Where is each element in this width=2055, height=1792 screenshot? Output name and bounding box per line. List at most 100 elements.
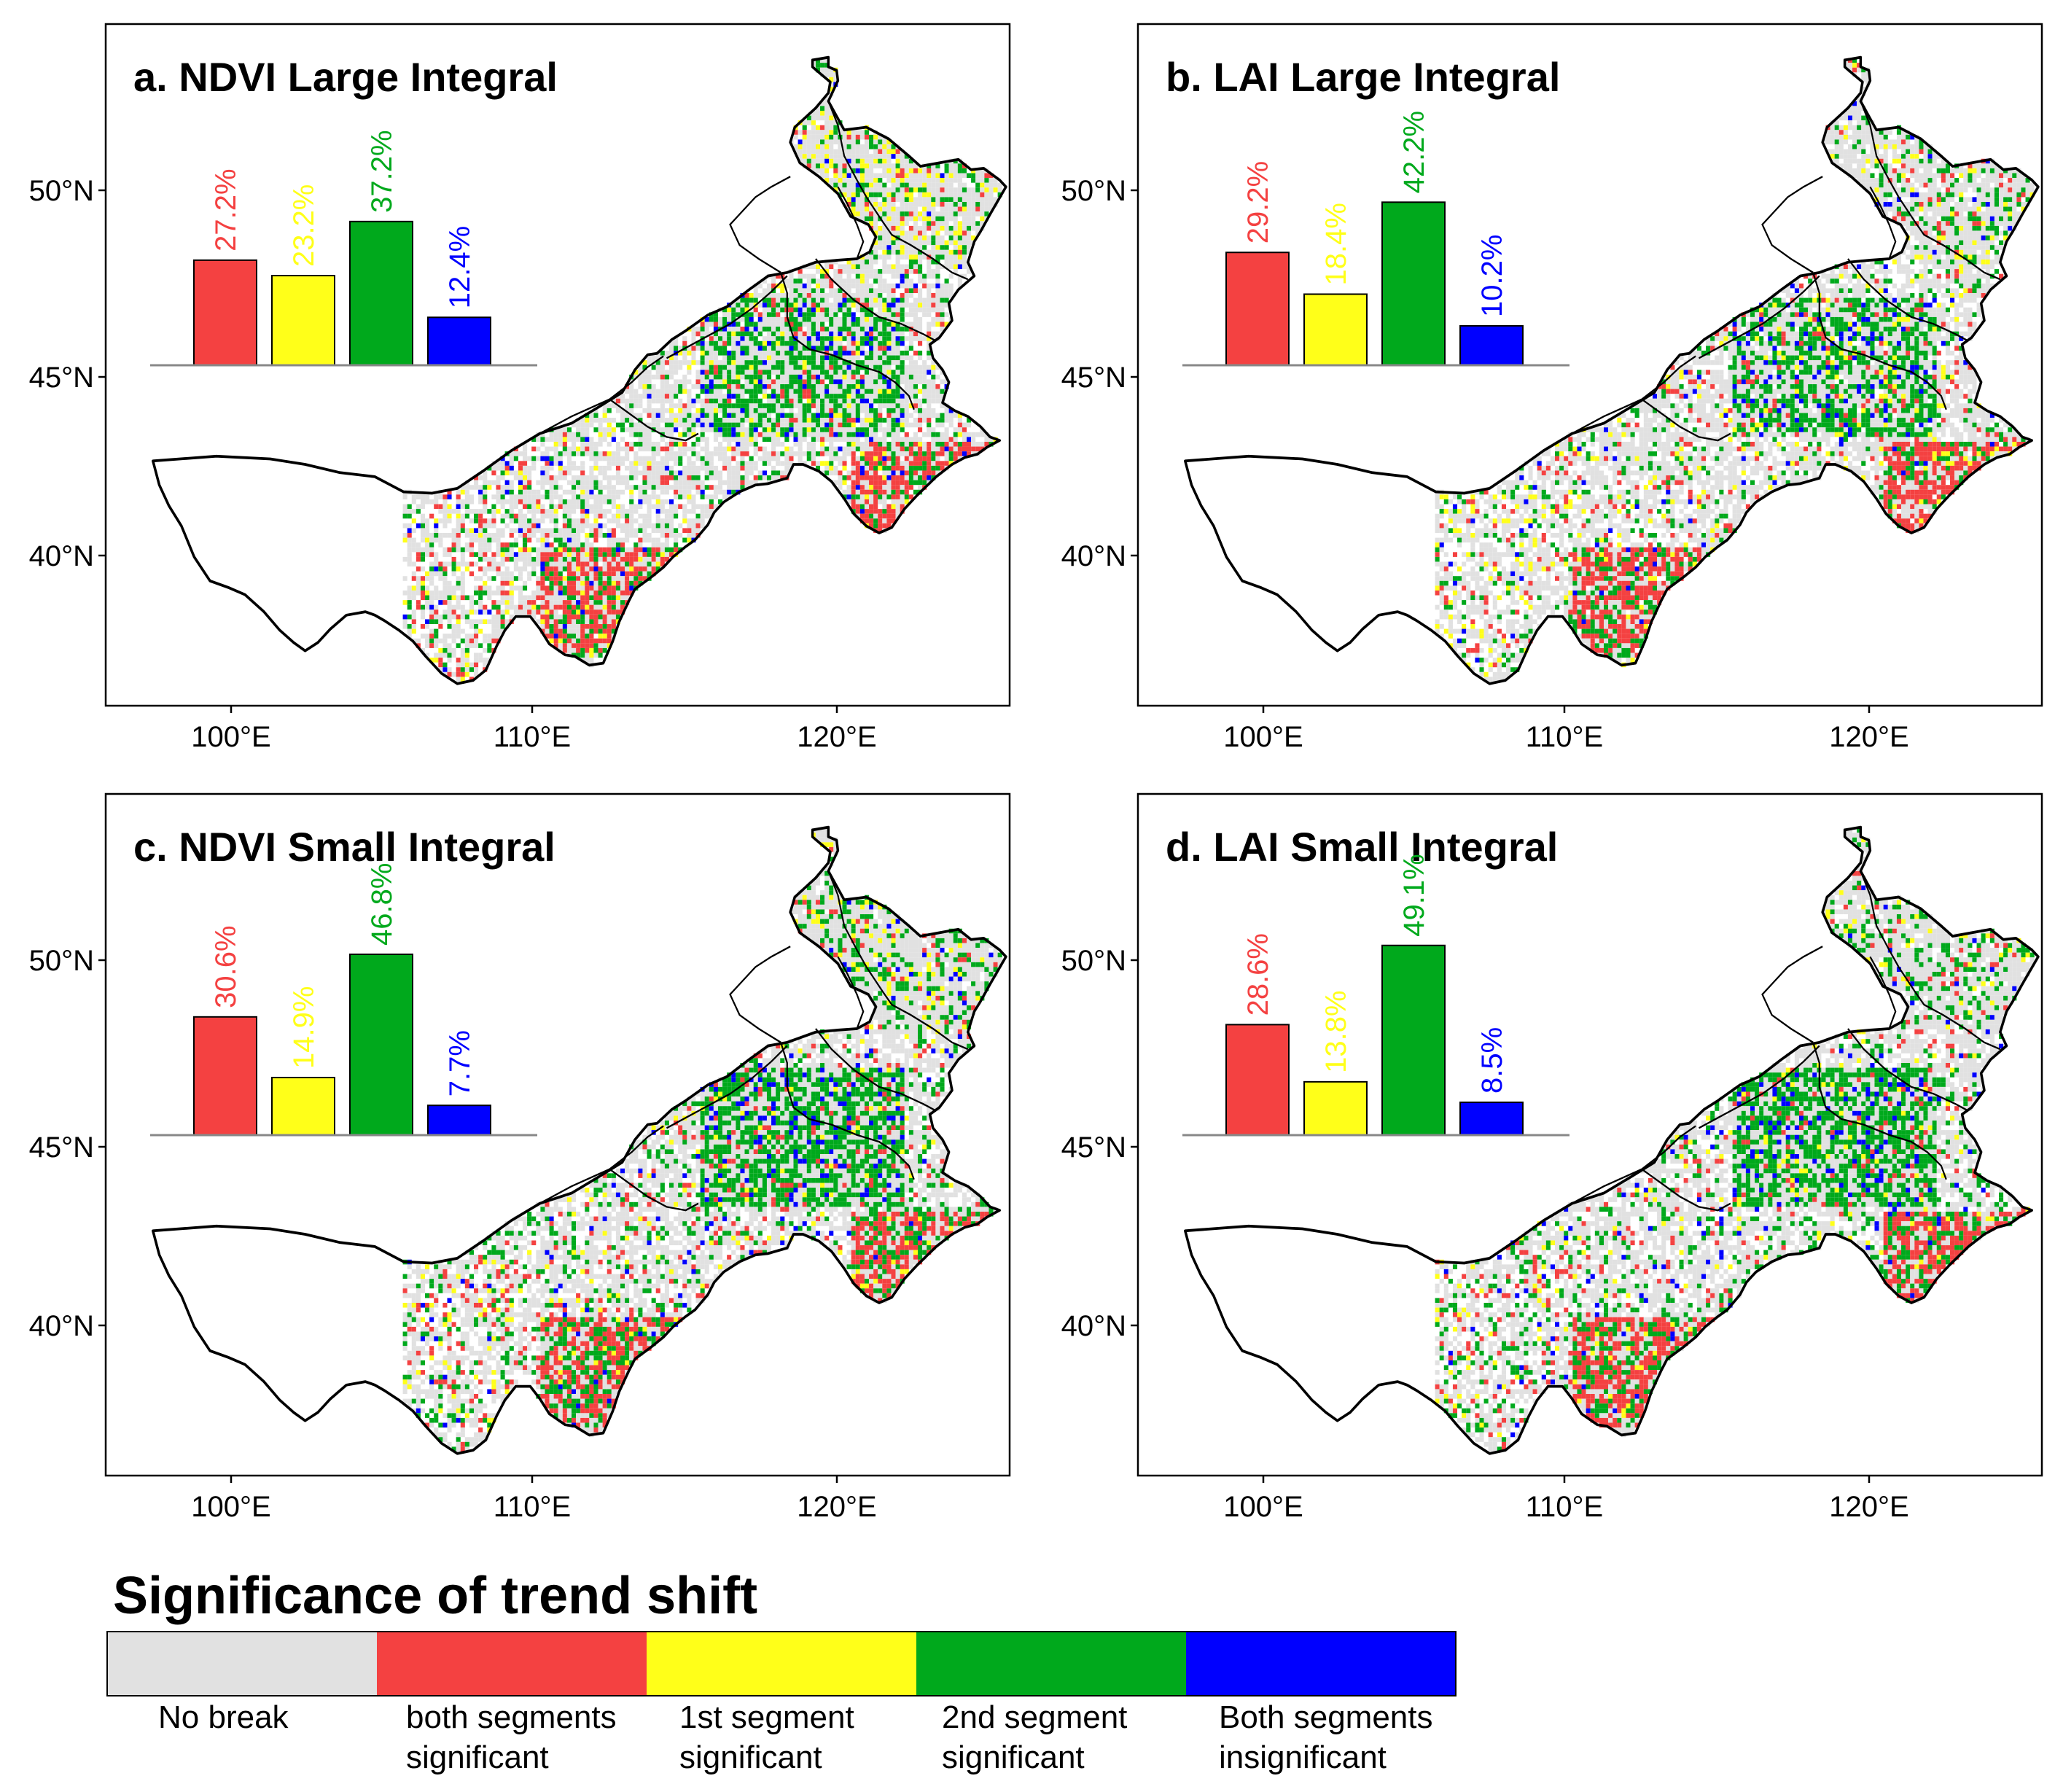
legend-label: significant — [942, 1740, 1085, 1775]
bar-first_significant — [1303, 293, 1368, 367]
lon-tick-label: 120°E — [797, 721, 876, 753]
bar-both_insignificant — [427, 1105, 491, 1136]
province-border — [1869, 956, 1897, 1029]
legend-swatch-no_break — [107, 1632, 377, 1696]
province-border — [815, 258, 937, 342]
region-outline — [152, 55, 1007, 685]
province-border — [780, 1042, 915, 1180]
lat-tick-label: 40°N — [1061, 1310, 1126, 1342]
lat-tick-label: 50°N — [29, 175, 94, 207]
panel-a: a. NDVI Large Integral 50°N 45°N 40°N 100°E 1… — [29, 23, 1011, 753]
inset-bar-chart: 30.6% 14.9% 46.8% 7.7% — [150, 863, 537, 1137]
region-map — [1184, 825, 2040, 1455]
region-map — [152, 55, 1007, 685]
inset-bar-chart: 27.2% 23.2% 37.2% 12.4% — [150, 130, 537, 367]
lon-tick-label: 100°E — [1223, 721, 1303, 753]
lat-tick-label: 40°N — [1061, 540, 1126, 572]
province-border — [780, 272, 915, 410]
legend-swatch-both_insignificant — [1186, 1632, 1456, 1696]
province-border — [539, 1125, 664, 1204]
bar-value-label: 14.9% — [288, 986, 320, 1069]
bar-value-label: 7.7% — [444, 1030, 476, 1096]
legend-label: Both segments — [1219, 1699, 1433, 1735]
legend-border — [106, 1631, 1457, 1696]
region-outline — [1184, 55, 2040, 685]
bar-value-label: 18.4% — [1320, 203, 1352, 285]
lon-tick-label: 120°E — [797, 1491, 876, 1523]
bar-both_significant — [1225, 252, 1290, 366]
legend-swatch-second_significant — [916, 1632, 1186, 1696]
legend-label: both segments — [406, 1699, 617, 1735]
province-border — [1641, 398, 1731, 442]
legend-label: No break — [158, 1699, 289, 1735]
province-border — [666, 1045, 788, 1129]
province-border — [1761, 946, 1823, 1043]
province-border — [1699, 275, 1820, 359]
bar-value-label: 12.4% — [444, 226, 476, 308]
legend-label: 1st segment — [679, 1699, 854, 1735]
map-panels: a. NDVI Large Integral 50°N 45°N 40°N 100°E 1… — [29, 23, 2043, 1523]
province-border — [827, 101, 969, 281]
bar-both_significant — [193, 1016, 257, 1136]
province-border — [1847, 1028, 1969, 1112]
legend: Significance of trend shift No break both … — [106, 1567, 1457, 1775]
region-outline — [1184, 825, 2040, 1455]
bar-value-label: 28.6% — [1242, 933, 1274, 1016]
bar-first_significant — [271, 275, 335, 367]
lon-tick-label: 100°E — [1223, 1491, 1303, 1523]
lat-tick-label: 50°N — [1061, 945, 1126, 977]
bar-both_insignificant — [1459, 324, 1524, 367]
legend-label: 2nd segment — [942, 1699, 1127, 1735]
inset-bar-chart: 29.2% 18.4% 42.2% 10.2% — [1182, 111, 1569, 367]
province-border — [1699, 1045, 1820, 1129]
province-border — [1869, 186, 1897, 260]
province-border — [1860, 870, 2001, 1051]
bar-value-label: 8.5% — [1476, 1027, 1508, 1094]
province-border — [1847, 258, 1969, 342]
lon-tick-label: 110°E — [1526, 1491, 1603, 1523]
province-border — [666, 275, 788, 359]
province-border — [1641, 1168, 1731, 1212]
inset-bar-chart: 28.6% 13.8% 49.1% 8.5% — [1182, 854, 1569, 1137]
bar-value-label: 37.2% — [366, 130, 398, 212]
province-border — [539, 355, 664, 435]
panel-d: d. LAI Small Integral 50°N 45°N 40°N 100°E 11… — [1061, 792, 2043, 1523]
bar-both_significant — [193, 259, 257, 366]
legend-title: Significance of trend shift — [113, 1567, 757, 1625]
trend-shift-pixels — [1435, 58, 2035, 682]
region-map — [152, 825, 1007, 1455]
lon-tick-label: 110°E — [1526, 721, 1603, 753]
trend-shift-pixels — [402, 58, 1002, 682]
panel-title: b. LAI Large Integral — [1166, 54, 1560, 100]
province-border — [1572, 1125, 1696, 1204]
lon-tick-label: 110°E — [494, 721, 571, 753]
lon-tick-label: 100°E — [191, 1491, 270, 1523]
bar-second_significant — [349, 953, 413, 1136]
bar-value-label: 10.2% — [1476, 235, 1508, 317]
panel-title: c. NDVI Small Integral — [133, 824, 555, 870]
bar-second_significant — [1381, 201, 1446, 366]
bar-value-label: 23.2% — [288, 184, 320, 267]
bar-first_significant — [1303, 1080, 1368, 1136]
lat-tick-label: 40°N — [29, 540, 94, 572]
province-border — [815, 1028, 937, 1112]
legend-label: insignificant — [1219, 1740, 1387, 1775]
province-border — [729, 946, 791, 1043]
lat-tick-label: 40°N — [29, 1310, 94, 1342]
bar-first_significant — [271, 1077, 335, 1137]
province-border — [1812, 272, 1947, 410]
lat-tick-label: 45°N — [29, 362, 94, 394]
bar-value-label: 13.8% — [1320, 990, 1352, 1072]
province-border — [827, 870, 969, 1051]
bar-value-label: 42.2% — [1398, 111, 1430, 193]
trend-shift-pixels — [1435, 827, 2035, 1452]
bar-value-label: 30.6% — [210, 925, 242, 1008]
legend-swatch-both_significant — [377, 1632, 647, 1696]
bar-second_significant — [1381, 944, 1446, 1137]
lon-tick-label: 120°E — [1829, 721, 1908, 753]
lon-tick-label: 120°E — [1829, 1491, 1908, 1523]
lat-tick-label: 45°N — [29, 1131, 94, 1164]
province-border — [729, 176, 791, 273]
bar-value-label: 29.2% — [1242, 161, 1274, 244]
